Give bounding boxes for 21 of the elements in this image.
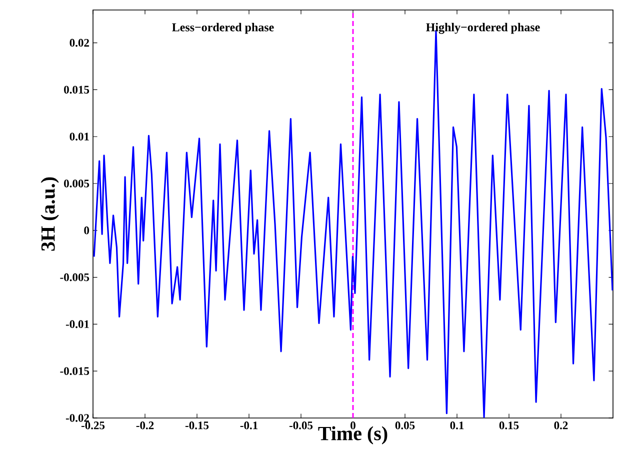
- y-tick-label: 0.01: [70, 132, 89, 141]
- y-tick-label: -0.02: [66, 414, 89, 422]
- y-tick-label: -0.01: [66, 320, 89, 328]
- x-tick-label: 0.05: [395, 422, 415, 430]
- x-tick-label: -0.25: [81, 422, 105, 430]
- x-tick-label: -0.2: [136, 422, 154, 430]
- x-tick-label: -0.05: [289, 422, 313, 430]
- y-tick-label: -0.015: [60, 367, 90, 375]
- x-tick-label: 0.2: [554, 422, 568, 430]
- x-tick-label: 0.1: [450, 422, 464, 430]
- y-tick-label: 0.02: [70, 38, 89, 47]
- y-tick-label: 0.015: [64, 86, 90, 94]
- y-axis-title: 3H (a.u.): [40, 177, 59, 251]
- annotation: Highly−ordered phase: [426, 22, 540, 34]
- y-tick-label: 0: [84, 226, 90, 234]
- annotation: Less−ordered phase: [172, 22, 274, 34]
- x-tick-label: -0.15: [185, 422, 209, 430]
- x-tick-label: 0.15: [499, 422, 519, 430]
- x-tick-label: -0.1: [240, 422, 258, 430]
- y-tick-label: -0.005: [60, 273, 90, 282]
- y-tick-label: 0.005: [64, 180, 90, 188]
